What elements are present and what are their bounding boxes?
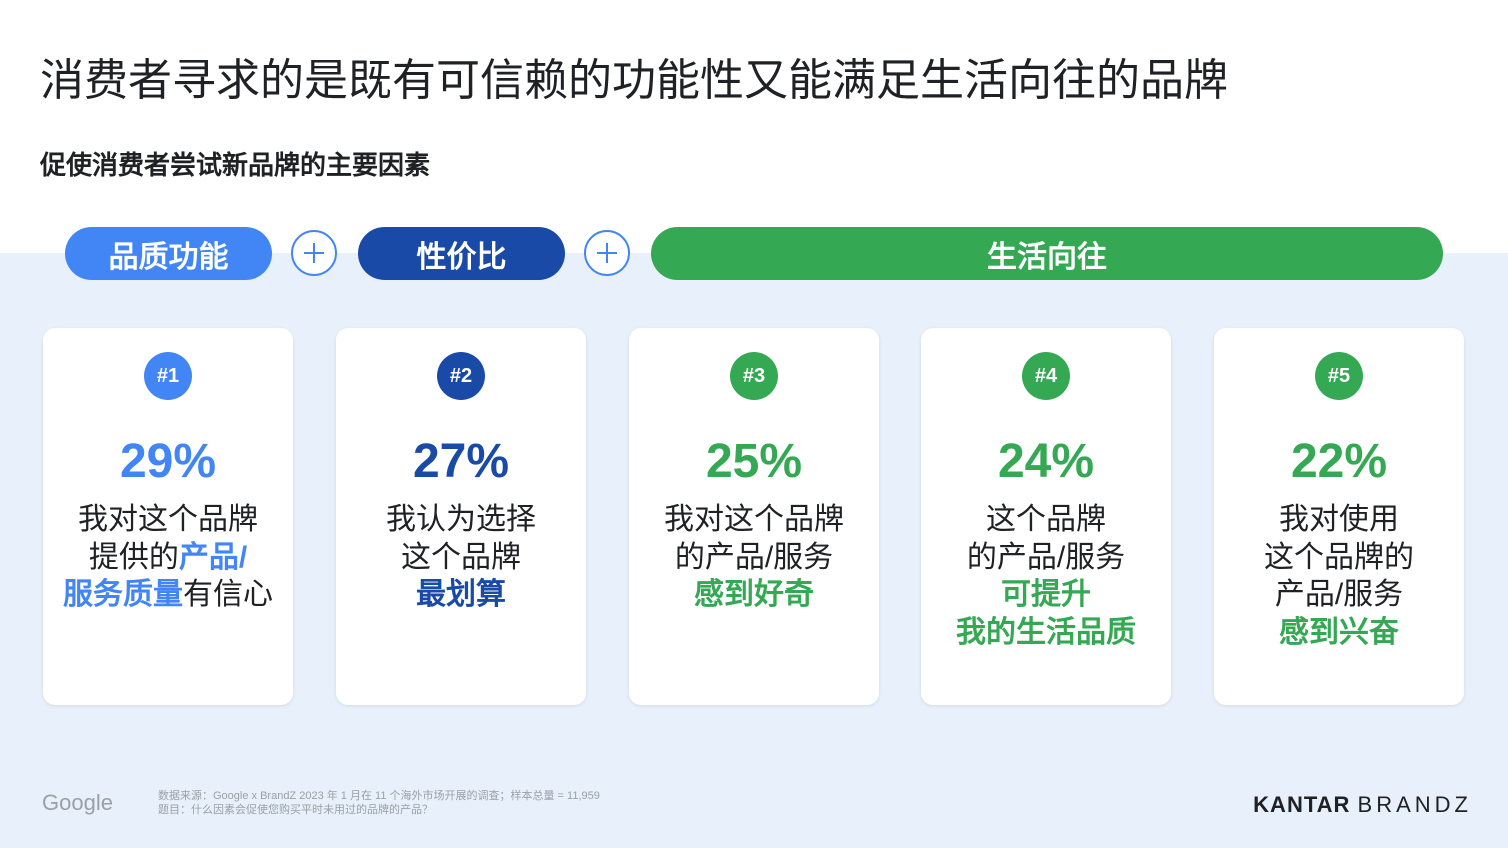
description-line: 这个品牌的 xyxy=(1264,540,1414,574)
rank-badge: #4 xyxy=(1022,352,1070,400)
description-line: 我对这个品牌 xyxy=(664,503,844,536)
category-pill-aspiration: 生活向往 xyxy=(651,227,1443,280)
percent-value: 29% xyxy=(119,435,217,488)
rank-badge: #1 xyxy=(144,352,192,400)
factor-card-4: #4 24% 这个品牌 的产品/服务 可提升 我的生活品质 xyxy=(921,328,1171,705)
description-line: 我对这个品牌 xyxy=(78,503,258,536)
highlight-text: 服务质量 xyxy=(63,578,183,611)
factor-card-5: #5 22% 我对使用 这个品牌的 产品/服务 感到兴奋 xyxy=(1214,328,1464,705)
factor-card-3: #3 25% 我对这个品牌 的产品/服务 感到好奇 xyxy=(629,328,879,705)
google-logo: Google xyxy=(42,790,113,815)
description-line: 我认为选择 xyxy=(386,503,536,536)
factor-description: 这个品牌 的产品/服务 可提升 我的生活品质 xyxy=(921,501,1171,651)
description-line: 这个品牌 xyxy=(401,540,521,574)
percent-value: 24% xyxy=(997,435,1095,488)
kantar-brandz-logo: KANTAR BRANDZ xyxy=(1253,792,1472,818)
highlight-text: 产品/ xyxy=(178,540,248,574)
factor-description: 我对这个品牌 的产品/服务 感到好奇 xyxy=(629,501,879,614)
rank-badge: #5 xyxy=(1315,352,1363,400)
category-pill-value: 性价比 xyxy=(358,227,565,280)
plus-icon xyxy=(584,230,630,276)
rank-badge: #3 xyxy=(730,352,778,400)
description-line: 服务质量有信心 xyxy=(63,578,273,611)
page-title: 消费者寻求的是既有可信赖的功能性又能满足生活向往的品牌 xyxy=(40,56,1228,105)
rank-badge: #2 xyxy=(437,352,485,400)
plus-icon xyxy=(291,230,337,276)
brandz-wordmark: BRANDZ xyxy=(1357,792,1472,817)
factor-description: 我对这个品牌 提供的产品/ 服务质量有信心 xyxy=(43,501,293,614)
percent-value: 27% xyxy=(412,435,510,488)
highlight-text: 我的生活品质 xyxy=(956,615,1136,649)
source-note: 数据来源：Google x BrandZ 2023 年 1 月在 11 个海外市… xyxy=(158,789,600,817)
factor-card-1: #1 29% 我对这个品牌 提供的产品/ 服务质量有信心 xyxy=(43,328,293,705)
description-line: 这个品牌 xyxy=(986,503,1106,536)
category-pill-quality: 品质功能 xyxy=(65,227,272,280)
highlight-text: 可提升 xyxy=(1001,578,1091,611)
kantar-wordmark: KANTAR xyxy=(1253,792,1351,817)
description-line: 我对使用 xyxy=(1279,503,1399,536)
question-text: 题目：什么因素会促使您购买平时未用过的品牌的产品？ xyxy=(158,804,433,816)
description-line: 产品/服务 xyxy=(1274,578,1404,611)
factor-card-2: #2 27% 我认为选择 这个品牌 最划算 xyxy=(336,328,586,705)
percent-value: 22% xyxy=(1290,435,1388,488)
highlight-text: 感到兴奋 xyxy=(1279,615,1399,649)
description-line: 的产品/服务 xyxy=(674,540,834,574)
highlight-text: 最划算 xyxy=(416,578,506,611)
highlight-text: 感到好奇 xyxy=(694,578,814,611)
factor-description: 我认为选择 这个品牌 最划算 xyxy=(336,501,586,614)
description-line: 的产品/服务 xyxy=(966,540,1126,574)
description-line: 提供的产品/ xyxy=(88,540,248,574)
source-text: 数据来源：Google x BrandZ 2023 年 1 月在 11 个海外市… xyxy=(158,790,600,802)
factor-description: 我对使用 这个品牌的 产品/服务 感到兴奋 xyxy=(1214,501,1464,651)
percent-value: 25% xyxy=(705,435,803,488)
page-subtitle: 促使消费者尝试新品牌的主要因素 xyxy=(40,150,431,180)
